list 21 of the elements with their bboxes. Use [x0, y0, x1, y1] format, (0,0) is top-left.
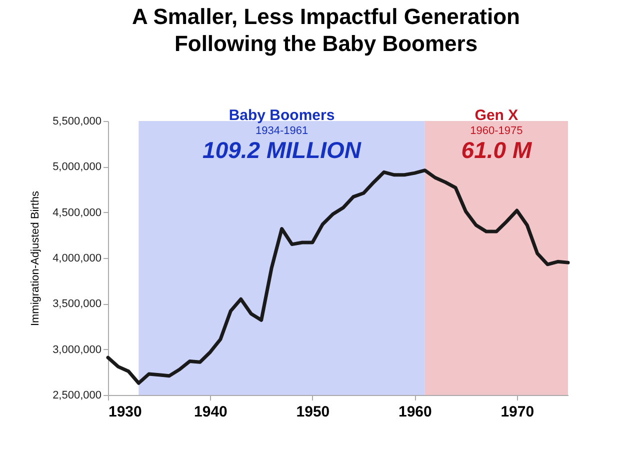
x-tick-label: 1970	[500, 404, 534, 420]
y-tick-label: 2,500,000	[52, 390, 102, 402]
x-tick-label: 1960	[398, 404, 432, 420]
x-tick-label: 1940	[194, 404, 228, 420]
annotation: 1934-1961	[255, 125, 308, 137]
y-tick-label: 5,000,000	[52, 161, 102, 174]
y-tick-label: 5,500,000	[52, 116, 102, 128]
y-tick-label: 3,000,000	[52, 344, 102, 356]
y-axis-title: Immigration-Adjusted Births	[30, 190, 42, 326]
annotation: 61.0 M	[461, 137, 532, 163]
y-tick-label: 4,000,000	[52, 252, 102, 264]
y-tick-label: 3,500,000	[52, 298, 102, 310]
chart-title: A Smaller, Less Impactful Generation Following the Baby Boomers	[132, 4, 520, 56]
band-label: Baby Boomers	[228, 107, 335, 124]
annotation: 1960-1975	[470, 125, 523, 137]
annotation: 109.2 MILLION	[202, 137, 362, 163]
y-tick-label: 4,500,000	[52, 206, 102, 219]
line-series	[106, 168, 570, 385]
band-label: Gen X	[474, 107, 518, 124]
x-tick-label: 1930	[108, 404, 142, 420]
x-tick-label: 1950	[296, 404, 330, 420]
